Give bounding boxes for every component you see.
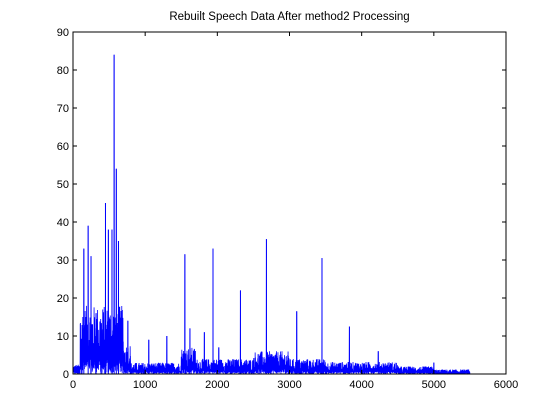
x-tick-label: 5000 xyxy=(422,379,446,391)
chart-title: Rebuilt Speech Data After method2 Proces… xyxy=(169,11,409,23)
x-tick-label: 4000 xyxy=(349,379,373,391)
series-line xyxy=(72,54,471,375)
y-tick-label: 60 xyxy=(57,141,69,153)
y-tick-label: 40 xyxy=(57,217,69,229)
y-tick-label: 20 xyxy=(57,293,69,305)
x-tick-label: 0 xyxy=(70,379,76,391)
plot-area xyxy=(73,32,506,374)
x-tick-label: 3000 xyxy=(277,379,301,391)
x-tick-label: 6000 xyxy=(494,379,518,391)
y-axis: 0 10 20 30 40 50 60 70 80 90 xyxy=(57,27,506,381)
x-tick-label: 2000 xyxy=(205,379,229,391)
x-tick-label: 1000 xyxy=(133,379,157,391)
y-tick-label: 30 xyxy=(57,255,69,267)
y-tick-label: 50 xyxy=(57,179,69,191)
x-axis: 0 1000 2000 3000 4000 5000 6000 xyxy=(70,32,518,391)
y-tick-label: 70 xyxy=(57,103,69,115)
y-tick-label: 80 xyxy=(57,65,69,77)
series-layer xyxy=(72,54,471,375)
y-tick-label: 90 xyxy=(57,27,69,39)
y-tick-label: 10 xyxy=(57,331,69,343)
y-tick-label: 0 xyxy=(63,369,69,381)
